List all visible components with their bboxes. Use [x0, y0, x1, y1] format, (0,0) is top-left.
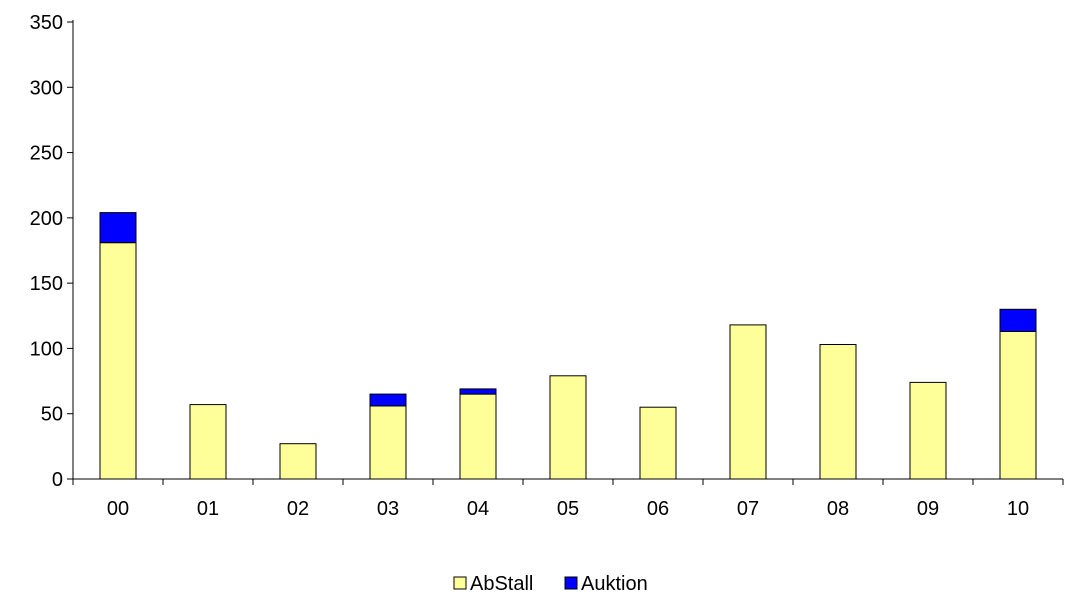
bar-abstall-09: [909, 381, 947, 480]
bar-auktion-10: [999, 308, 1037, 332]
y-axis: 0 50 100 150 200 250 300 350: [30, 12, 74, 491]
bar-abstall-03: [369, 405, 407, 480]
bar-auktion-00: [99, 212, 137, 244]
legend-swatch-auktion: [564, 576, 578, 590]
y-tick-label: 200: [30, 208, 63, 230]
bar-abstall-01: [189, 404, 227, 480]
x-tick-label: 00: [107, 498, 129, 520]
x-tick-label: 09: [917, 498, 939, 520]
x-tick-label: 08: [827, 498, 849, 520]
y-tick-label: 250: [30, 143, 63, 165]
bar-auktion-04: [459, 388, 497, 395]
x-tick-label: 06: [647, 498, 669, 520]
y-tick-label: 350: [30, 12, 63, 34]
bar-abstall-08: [819, 344, 857, 480]
bar-abstall-06: [639, 406, 677, 480]
bar-abstall-02: [279, 443, 317, 480]
x-tick-label: 03: [377, 498, 399, 520]
y-tick-label: 100: [30, 338, 63, 360]
bar-abstall-00: [99, 242, 137, 480]
legend-swatch-abstall: [453, 576, 467, 590]
x-tick-label: 01: [197, 498, 219, 520]
x-tick-label: 04: [467, 498, 489, 520]
legend-label-abstall: AbStall: [470, 573, 533, 595]
x-tick-label: 05: [557, 498, 579, 520]
y-tick-label: 300: [30, 77, 63, 99]
y-tick-label: 50: [41, 404, 63, 426]
x-tick-label: 07: [737, 498, 759, 520]
x-tick-label: 02: [287, 498, 309, 520]
y-tick-label: 0: [52, 469, 63, 491]
bar-abstall-05: [549, 375, 587, 480]
legend: AbStall Auktion: [453, 573, 648, 595]
bars-layer: [99, 212, 1037, 480]
legend-label-auktion: Auktion: [581, 573, 648, 595]
x-tick-label: 10: [1007, 498, 1029, 520]
x-axis: 00 01 02 03 04 05 06 07 08 09 10: [72, 478, 1064, 520]
bar-abstall-04: [459, 393, 497, 480]
y-tick-label: 150: [30, 273, 63, 295]
bar-abstall-07: [729, 324, 767, 480]
bar-abstall-10: [999, 331, 1037, 480]
bar-auktion-03: [369, 393, 407, 407]
